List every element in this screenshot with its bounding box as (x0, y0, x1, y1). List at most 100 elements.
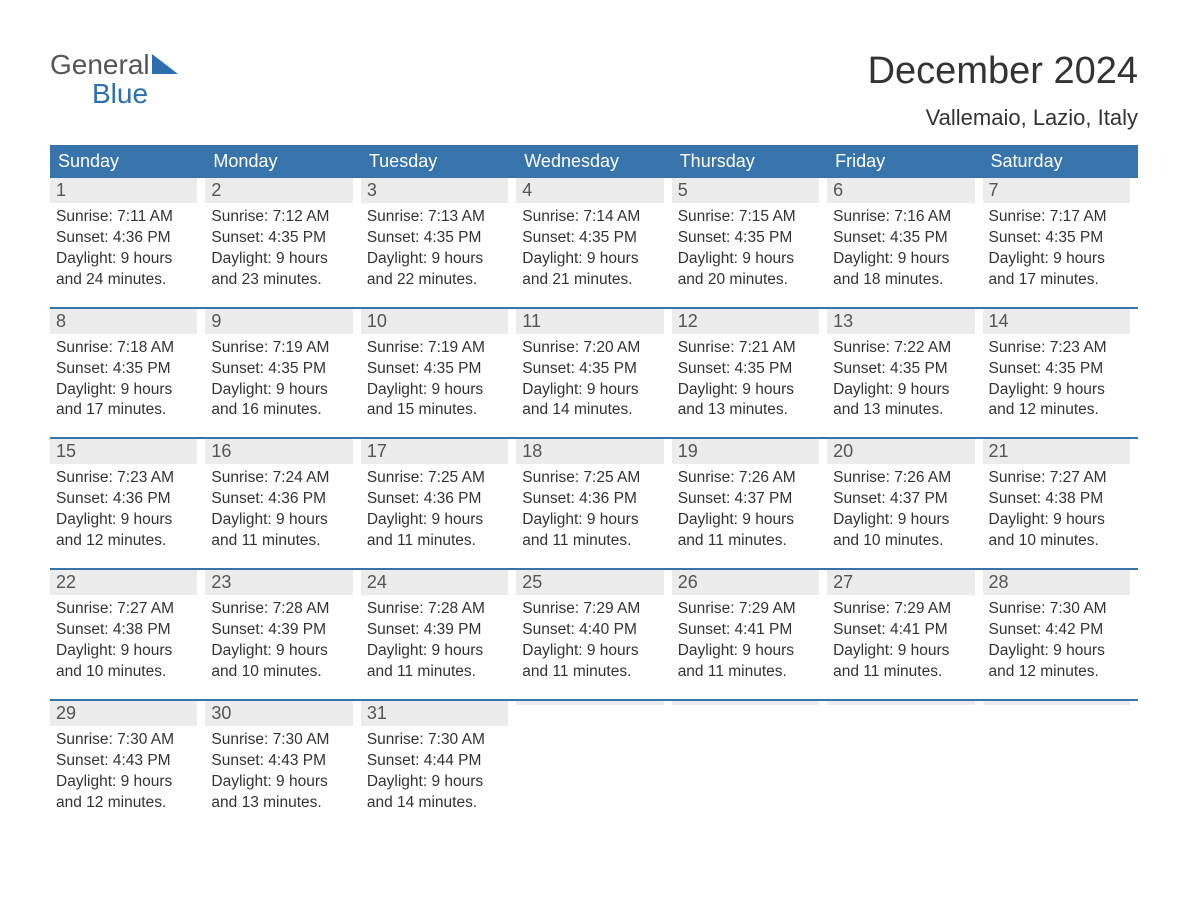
day-cell: 8Sunrise: 7:18 AMSunset: 4:35 PMDaylight… (50, 309, 205, 422)
day-number: 8 (56, 311, 66, 331)
day-sunset: Sunset: 4:36 PM (56, 489, 197, 510)
day-sunset: Sunset: 4:35 PM (367, 359, 508, 380)
day-d2: and 24 minutes. (56, 270, 197, 291)
day-cell: 17Sunrise: 7:25 AMSunset: 4:36 PMDayligh… (361, 439, 516, 552)
day-number-row: 23 (205, 570, 352, 595)
day-cell: 22Sunrise: 7:27 AMSunset: 4:38 PMDayligh… (50, 570, 205, 683)
day-d1: Daylight: 9 hours (367, 380, 508, 401)
day-d2: and 10 minutes. (56, 662, 197, 683)
day-sunrise: Sunrise: 7:24 AM (211, 468, 352, 489)
day-sunset: Sunset: 4:39 PM (211, 620, 352, 641)
day-d1: Daylight: 9 hours (56, 380, 197, 401)
day-sunrise: Sunrise: 7:25 AM (367, 468, 508, 489)
day-cell: 16Sunrise: 7:24 AMSunset: 4:36 PMDayligh… (205, 439, 360, 552)
day-d1: Daylight: 9 hours (211, 510, 352, 531)
day-sunrise: Sunrise: 7:12 AM (211, 207, 352, 228)
day-cell: 18Sunrise: 7:25 AMSunset: 4:36 PMDayligh… (516, 439, 671, 552)
day-number: 15 (56, 441, 76, 461)
day-number-row: 16 (205, 439, 352, 464)
day-number-row: 3 (361, 178, 508, 203)
day-d1: Daylight: 9 hours (833, 641, 974, 662)
day-sunset: Sunset: 4:41 PM (833, 620, 974, 641)
day-d2: and 11 minutes. (211, 531, 352, 552)
day-number: 25 (522, 572, 542, 592)
day-sunrise: Sunrise: 7:26 AM (833, 468, 974, 489)
day-d1: Daylight: 9 hours (211, 249, 352, 270)
day-number-row: 5 (672, 178, 819, 203)
day-content: Sunrise: 7:28 AMSunset: 4:39 PMDaylight:… (361, 595, 508, 683)
day-d2: and 18 minutes. (833, 270, 974, 291)
day-sunset: Sunset: 4:35 PM (989, 359, 1130, 380)
day-d2: and 12 minutes. (56, 531, 197, 552)
day-number: 20 (833, 441, 853, 461)
day-sunset: Sunset: 4:43 PM (211, 751, 352, 772)
day-cell: 26Sunrise: 7:29 AMSunset: 4:41 PMDayligh… (672, 570, 827, 683)
day-d2: and 12 minutes. (56, 793, 197, 814)
day-number: 2 (211, 180, 221, 200)
day-sunrise: Sunrise: 7:29 AM (522, 599, 663, 620)
day-number: 22 (56, 572, 76, 592)
day-d1: Daylight: 9 hours (989, 510, 1130, 531)
day-d1: Daylight: 9 hours (367, 510, 508, 531)
day-d1: Daylight: 9 hours (522, 380, 663, 401)
day-d1: Daylight: 9 hours (833, 249, 974, 270)
week-row: 29Sunrise: 7:30 AMSunset: 4:43 PMDayligh… (50, 699, 1138, 814)
day-d2: and 11 minutes. (522, 531, 663, 552)
day-number-row: 19 (672, 439, 819, 464)
day-sunset: Sunset: 4:42 PM (989, 620, 1130, 641)
day-sunset: Sunset: 4:35 PM (833, 228, 974, 249)
day-cell: 15 Sunrise: 7:23 AMSunset: 4:36 PMDayligh… (50, 439, 205, 552)
day-sunrise: Sunrise: 7:27 AM (56, 599, 197, 620)
day-cell (672, 701, 827, 814)
day-d2: and 10 minutes. (833, 531, 974, 552)
day-sunset: Sunset: 4:35 PM (211, 359, 352, 380)
day-d2: and 11 minutes. (678, 662, 819, 683)
day-sunrise: Sunrise: 7:14 AM (522, 207, 663, 228)
day-sunrise: Sunrise: 7:20 AM (522, 338, 663, 359)
day-d2: and 16 minutes. (211, 400, 352, 421)
day-number-row: 15 (50, 439, 197, 464)
day-number-row: 18 (516, 439, 663, 464)
day-sunset: Sunset: 4:37 PM (833, 489, 974, 510)
day-d2: and 10 minutes. (989, 531, 1130, 552)
day-content: Sunrise: 7:29 AMSunset: 4:40 PMDaylight:… (516, 595, 663, 683)
day-number: 12 (678, 311, 698, 331)
day-number-row: 21 (983, 439, 1130, 464)
day-sunrise: Sunrise: 7:29 AM (833, 599, 974, 620)
day-number: 16 (211, 441, 231, 461)
day-number-row: 8 (50, 309, 197, 334)
day-d2: and 13 minutes. (833, 400, 974, 421)
day-sunrise: Sunrise: 7:11 AM (56, 207, 197, 228)
day-number-row: 9 (205, 309, 352, 334)
day-content: Sunrise: 7:11 AMSunset: 4:36 PMDaylight:… (50, 203, 197, 291)
header-row: General Blue December 2024 Vallemaio, La… (50, 50, 1138, 131)
day-sunrise: Sunrise: 7:30 AM (989, 599, 1130, 620)
day-d2: and 10 minutes. (211, 662, 352, 683)
day-number-row: 25 (516, 570, 663, 595)
day-number-row: 24 (361, 570, 508, 595)
day-content: Sunrise: 7:17 AMSunset: 4:35 PMDaylight:… (983, 203, 1130, 291)
day-sunrise: Sunrise: 7:26 AM (678, 468, 819, 489)
day-cell (516, 701, 671, 814)
day-number-row: 31 (361, 701, 508, 726)
day-sunrise: Sunrise: 7:30 AM (56, 730, 197, 751)
day-content: Sunrise: 7:23 AMSunset: 4:36 PMDaylight:… (50, 464, 197, 552)
day-sunset: Sunset: 4:35 PM (56, 359, 197, 380)
day-number: 14 (989, 311, 1009, 331)
title-block: December 2024 Vallemaio, Lazio, Italy (868, 50, 1138, 131)
day-d1: Daylight: 9 hours (989, 249, 1130, 270)
day-number: 3 (367, 180, 377, 200)
calendar: Sunday Monday Tuesday Wednesday Thursday… (50, 145, 1138, 813)
day-sunrise: Sunrise: 7:27 AM (989, 468, 1130, 489)
day-number-row: 30 (205, 701, 352, 726)
day-sunset: Sunset: 4:35 PM (678, 359, 819, 380)
day-number-row: 13 (827, 309, 974, 334)
day-content: Sunrise: 7:30 AMSunset: 4:44 PMDaylight:… (361, 726, 508, 814)
day-d1: Daylight: 9 hours (678, 641, 819, 662)
day-sunrise: Sunrise: 7:30 AM (211, 730, 352, 751)
day-d1: Daylight: 9 hours (678, 380, 819, 401)
day-d2: and 23 minutes. (211, 270, 352, 291)
day-content: Sunrise: 7:29 AMSunset: 4:41 PMDaylight:… (827, 595, 974, 683)
day-cell: 20Sunrise: 7:26 AMSunset: 4:37 PMDayligh… (827, 439, 982, 552)
day-number-row: 4 (516, 178, 663, 203)
